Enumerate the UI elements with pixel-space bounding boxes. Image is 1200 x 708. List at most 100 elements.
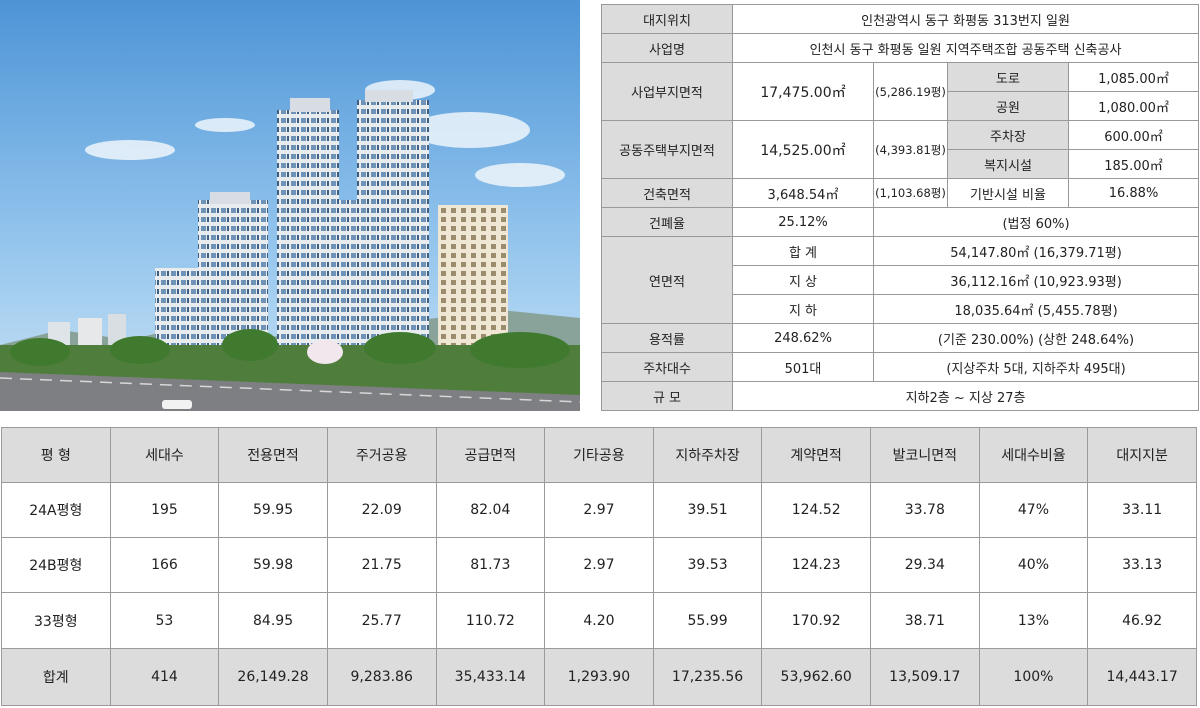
table-cell: 22.09 [326, 481, 437, 539]
table-cell: 1,293.90 [544, 647, 654, 707]
row-label: 규 모 [601, 381, 733, 411]
table-cell: 2.97 [544, 481, 654, 539]
sub-value: 1,080.00㎡ [1067, 91, 1200, 121]
row-value: 25.12% [732, 207, 874, 237]
table-total-row: 합계 414 26,149.28 9,283.86 35,433.14 1,29… [1, 647, 1197, 707]
overview-row-project-name: 사업명 인천시 동구 화평동 일원 지역주택조합 공동주택 신축공사 [601, 33, 1200, 63]
table-cell: 33평형 [1, 592, 111, 649]
sub-value: 600.00㎡ [1067, 120, 1200, 150]
row-value: 17,475.00㎡ [732, 62, 874, 121]
overview-row-housing-site-area: 공동주택부지면적 14,525.00㎡ (4,393.81평) 주차장 600.… [601, 120, 1200, 179]
sub-value: 36,112.16㎡ (10,923.93평) [872, 265, 1200, 295]
sub-value: 54,147.80㎡ (16,379.71평) [872, 236, 1200, 266]
table-row: 33평형 53 84.95 25.77 110.72 4.20 55.99 17… [1, 592, 1197, 649]
table-cell: 59.98 [218, 537, 328, 594]
table-cell: 33.78 [870, 481, 980, 539]
table-cell: 39.53 [652, 537, 763, 594]
table-cell: 47% [978, 481, 1089, 539]
sub-label: 주차장 [947, 120, 1069, 150]
table-cell: 2.97 [544, 537, 654, 594]
row-pyeong: (4,393.81평) [873, 120, 948, 179]
table-cell: 14,443.17 [1087, 647, 1197, 707]
sub-label: 복지시설 [947, 149, 1069, 179]
column-header: 세대수 [109, 427, 220, 483]
sub-label: 지 하 [732, 294, 874, 324]
sub-value: 1,085.00㎡ [1067, 62, 1200, 92]
overview-row-coverage: 건폐율 25.12% (법정 60%) [601, 207, 1200, 237]
table-cell: 24B평형 [1, 537, 111, 594]
row-value: 인천광역시 동구 화평동 313번지 일원 [731, 4, 1200, 34]
sub-label: 공원 [947, 91, 1069, 121]
column-header: 발코니면적 [870, 427, 980, 483]
table-cell: 24A평형 [1, 481, 111, 539]
row-label: 주차대수 [601, 352, 733, 382]
row-label: 건폐율 [601, 207, 733, 237]
row-note: (지상주차 5대, 지하주차 495대) [872, 352, 1200, 382]
table-row: 24B평형 166 59.98 21.75 81.73 2.97 39.53 1… [1, 537, 1197, 594]
table-cell: 21.75 [326, 537, 437, 594]
row-label: 사업부지면적 [601, 62, 733, 121]
table-cell: 82.04 [435, 481, 546, 539]
row-value: 248.62% [732, 323, 874, 353]
row-label: 사업명 [601, 33, 733, 63]
table-cell: 170.92 [761, 592, 871, 649]
sub-value: 16.88% [1067, 178, 1200, 208]
table-row: 24A평형 195 59.95 22.09 82.04 2.97 39.51 1… [1, 481, 1197, 539]
table-cell: 4.20 [544, 592, 654, 649]
overview-row-building-area: 건축면적 3,648.54㎡ (1,103.68평) 기반시설 비율 16.88… [601, 178, 1200, 208]
table-cell: 124.23 [761, 537, 871, 594]
column-header: 평 형 [1, 427, 111, 483]
table-cell: 35,433.14 [435, 647, 546, 707]
table-cell: 59.95 [218, 481, 328, 539]
row-value: 지하2층 ~ 지상 27층 [731, 381, 1200, 411]
table-cell: 13,509.17 [870, 647, 980, 707]
row-label: 공동주택부지면적 [601, 120, 733, 179]
overview-row-scale: 규 모 지하2층 ~ 지상 27층 [601, 381, 1200, 411]
table-cell: 84.95 [218, 592, 328, 649]
table-cell: 33.13 [1087, 537, 1197, 594]
row-label: 대지위치 [601, 4, 733, 34]
project-overview-table: 대지위치 인천광역시 동구 화평동 313번지 일원 사업명 인천시 동구 화평… [601, 4, 1200, 411]
table-cell: 17,235.56 [652, 647, 763, 707]
column-header: 계약면적 [761, 427, 871, 483]
table-cell: 414 [109, 647, 220, 707]
sub-label: 합 계 [732, 236, 874, 266]
apartment-rendering-image [0, 0, 580, 411]
column-header: 세대수비율 [978, 427, 1089, 483]
table-cell: 40% [978, 537, 1089, 594]
table-cell: 195 [109, 481, 220, 539]
overview-row-parking: 주차대수 501대 (지상주차 5대, 지하주차 495대) [601, 352, 1200, 382]
table-cell: 53,962.60 [761, 647, 871, 707]
overview-row-site-area-park: 공원 1,080.00㎡ [602, 91, 1200, 121]
column-header: 주거공용 [326, 427, 437, 483]
overview-row-site-location: 대지위치 인천광역시 동구 화평동 313번지 일원 [601, 4, 1200, 34]
sub-label: 도로 [947, 62, 1069, 92]
row-label: 용적률 [601, 323, 733, 353]
table-cell: 124.52 [761, 481, 871, 539]
row-value: 인천시 동구 화평동 일원 지역주택조합 공동주택 신축공사 [731, 33, 1200, 63]
row-label: 연면적 [601, 236, 733, 324]
table-cell: 13% [978, 592, 1089, 649]
table-cell: 100% [978, 647, 1089, 707]
table-cell: 39.51 [652, 481, 763, 539]
unit-table-header-row: 평 형 세대수 전용면적 주거공용 공급면적 기타공용 지하주차장 계약면적 발… [1, 427, 1197, 483]
column-header: 대지지분 [1087, 427, 1197, 483]
row-value: 3,648.54㎡ [732, 178, 874, 208]
table-cell: 55.99 [652, 592, 763, 649]
column-header: 공급면적 [435, 427, 546, 483]
row-note: (기준 230.00%) (상한 248.64%) [872, 323, 1200, 353]
column-header: 전용면적 [218, 427, 328, 483]
table-cell: 46.92 [1087, 592, 1197, 649]
sub-label: 기반시설 비율 [947, 178, 1069, 208]
sub-value: 185.00㎡ [1067, 149, 1200, 179]
sub-value: 18,035.64㎡ (5,455.78평) [872, 294, 1200, 324]
table-cell: 합계 [1, 647, 111, 707]
overview-row-site-area: 사업부지면적 17,475.00㎡ (5,286.19평) 도로 1,085.0… [601, 62, 1200, 121]
table-cell: 29.34 [870, 537, 980, 594]
table-cell: 166 [109, 537, 220, 594]
overview-row-floor-area-ratio: 용적률 248.62% (기준 230.00%) (상한 248.64%) [601, 323, 1200, 353]
table-cell: 9,283.86 [326, 647, 437, 707]
table-cell: 38.71 [870, 592, 980, 649]
table-cell: 81.73 [435, 537, 546, 594]
row-value: 501대 [732, 352, 874, 382]
